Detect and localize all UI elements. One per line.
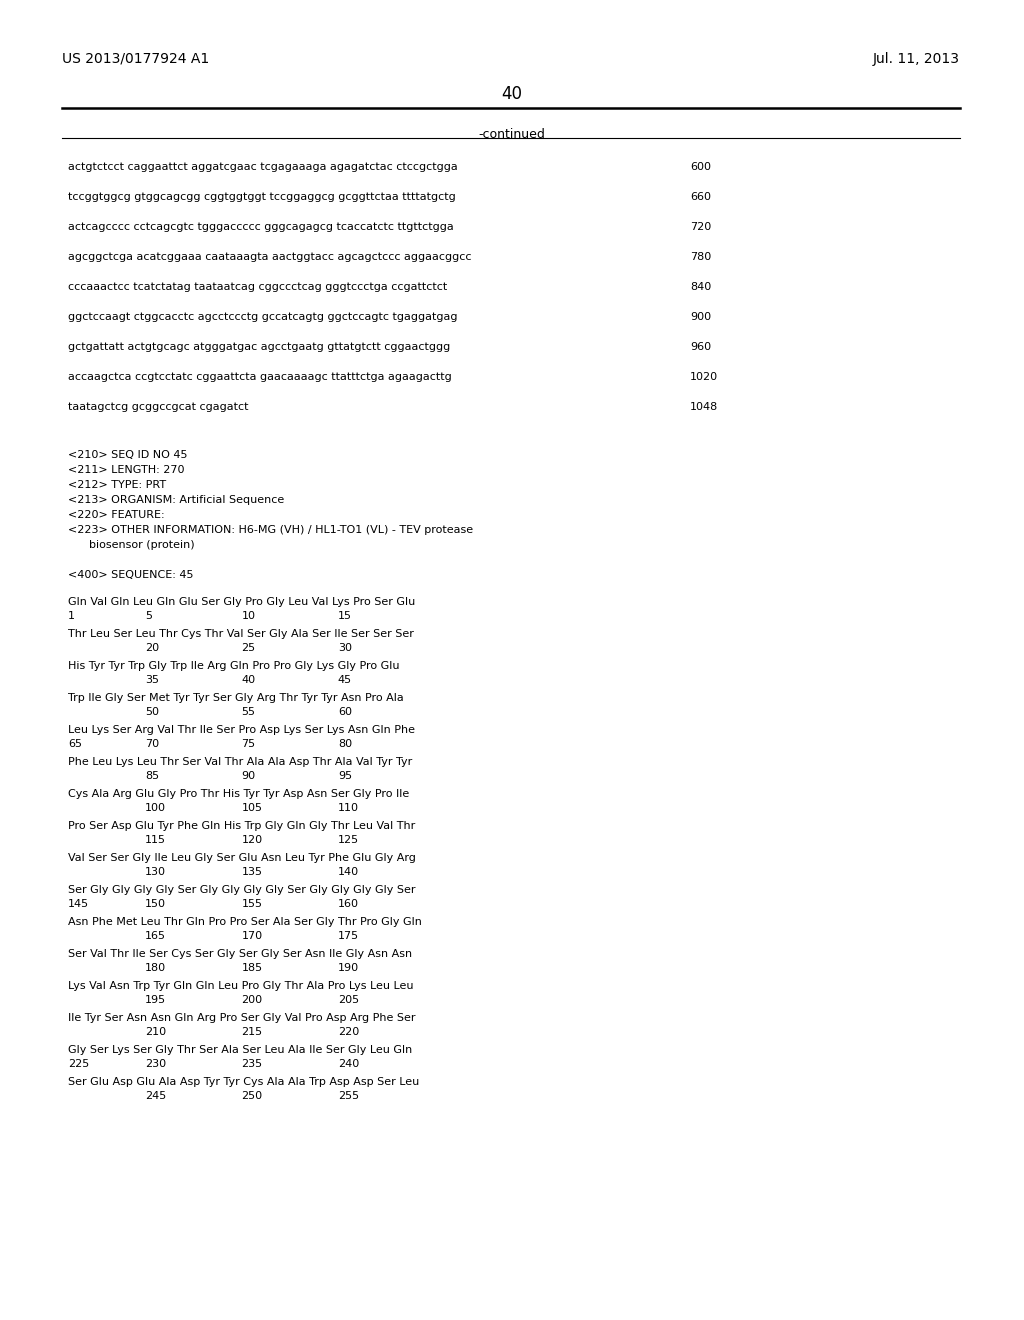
Text: 600: 600 [690, 162, 711, 172]
Text: 70: 70 [145, 739, 160, 748]
Text: <400> SEQUENCE: 45: <400> SEQUENCE: 45 [68, 570, 194, 579]
Text: accaagctca ccgtcctatc cggaattcta gaacaaaagc ttatttctga agaagacttg: accaagctca ccgtcctatc cggaattcta gaacaaa… [68, 372, 452, 381]
Text: <212> TYPE: PRT: <212> TYPE: PRT [68, 480, 166, 490]
Text: <211> LENGTH: 270: <211> LENGTH: 270 [68, 465, 184, 475]
Text: 190: 190 [338, 964, 359, 973]
Text: actgtctcct caggaattct aggatcgaac tcgagaaaga agagatctac ctccgctgga: actgtctcct caggaattct aggatcgaac tcgagaa… [68, 162, 458, 172]
Text: 215: 215 [242, 1027, 262, 1038]
Text: ggctccaagt ctggcacctc agcctccctg gccatcagtg ggctccagtc tgaggatgag: ggctccaagt ctggcacctc agcctccctg gccatca… [68, 312, 458, 322]
Text: 1: 1 [68, 611, 75, 620]
Text: actcagcccc cctcagcgtc tgggaccccc gggcagagcg tcaccatctc ttgttctgga: actcagcccc cctcagcgtc tgggaccccc gggcaga… [68, 222, 454, 232]
Text: Trp Ile Gly Ser Met Tyr Tyr Ser Gly Arg Thr Tyr Tyr Asn Pro Ala: Trp Ile Gly Ser Met Tyr Tyr Ser Gly Arg … [68, 693, 403, 704]
Text: 660: 660 [690, 191, 711, 202]
Text: 25: 25 [242, 643, 256, 653]
Text: 210: 210 [145, 1027, 166, 1038]
Text: 235: 235 [242, 1059, 262, 1069]
Text: 720: 720 [690, 222, 712, 232]
Text: Thr Leu Ser Leu Thr Cys Thr Val Ser Gly Ala Ser Ile Ser Ser Ser: Thr Leu Ser Leu Thr Cys Thr Val Ser Gly … [68, 630, 414, 639]
Text: <213> ORGANISM: Artificial Sequence: <213> ORGANISM: Artificial Sequence [68, 495, 285, 506]
Text: 115: 115 [145, 836, 166, 845]
Text: 1020: 1020 [690, 372, 718, 381]
Text: <210> SEQ ID NO 45: <210> SEQ ID NO 45 [68, 450, 187, 459]
Text: 145: 145 [68, 899, 89, 909]
Text: 140: 140 [338, 867, 359, 876]
Text: Leu Lys Ser Arg Val Thr Ile Ser Pro Asp Lys Ser Lys Asn Gln Phe: Leu Lys Ser Arg Val Thr Ile Ser Pro Asp … [68, 725, 415, 735]
Text: 85: 85 [145, 771, 160, 781]
Text: gctgattatt actgtgcagc atgggatgac agcctgaatg gttatgtctt cggaactggg: gctgattatt actgtgcagc atgggatgac agcctga… [68, 342, 451, 352]
Text: 50: 50 [145, 708, 159, 717]
Text: 75: 75 [242, 739, 256, 748]
Text: 45: 45 [338, 675, 352, 685]
Text: 220: 220 [338, 1027, 359, 1038]
Text: 250: 250 [242, 1092, 262, 1101]
Text: Ile Tyr Ser Asn Asn Gln Arg Pro Ser Gly Val Pro Asp Arg Phe Ser: Ile Tyr Ser Asn Asn Gln Arg Pro Ser Gly … [68, 1012, 416, 1023]
Text: 130: 130 [145, 867, 166, 876]
Text: 40: 40 [502, 84, 522, 103]
Text: 180: 180 [145, 964, 166, 973]
Text: Gly Ser Lys Ser Gly Thr Ser Ala Ser Leu Ala Ile Ser Gly Leu Gln: Gly Ser Lys Ser Gly Thr Ser Ala Ser Leu … [68, 1045, 413, 1055]
Text: tccggtggcg gtggcagcgg cggtggtggt tccggaggcg gcggttctaa ttttatgctg: tccggtggcg gtggcagcgg cggtggtggt tccggag… [68, 191, 456, 202]
Text: 240: 240 [338, 1059, 359, 1069]
Text: 1048: 1048 [690, 403, 718, 412]
Text: 100: 100 [145, 803, 166, 813]
Text: 150: 150 [145, 899, 166, 909]
Text: 10: 10 [242, 611, 256, 620]
Text: 160: 160 [338, 899, 359, 909]
Text: 840: 840 [690, 282, 712, 292]
Text: biosensor (protein): biosensor (protein) [68, 540, 195, 550]
Text: 225: 225 [68, 1059, 89, 1069]
Text: 195: 195 [145, 995, 166, 1005]
Text: 125: 125 [338, 836, 359, 845]
Text: 35: 35 [145, 675, 159, 685]
Text: 135: 135 [242, 867, 262, 876]
Text: 120: 120 [242, 836, 262, 845]
Text: 170: 170 [242, 931, 262, 941]
Text: 185: 185 [242, 964, 262, 973]
Text: 205: 205 [338, 995, 359, 1005]
Text: 155: 155 [242, 899, 262, 909]
Text: 5: 5 [145, 611, 153, 620]
Text: 255: 255 [338, 1092, 359, 1101]
Text: Gln Val Gln Leu Gln Glu Ser Gly Pro Gly Leu Val Lys Pro Ser Glu: Gln Val Gln Leu Gln Glu Ser Gly Pro Gly … [68, 597, 416, 607]
Text: 65: 65 [68, 739, 82, 748]
Text: Ser Val Thr Ile Ser Cys Ser Gly Ser Gly Ser Asn Ile Gly Asn Asn: Ser Val Thr Ile Ser Cys Ser Gly Ser Gly … [68, 949, 412, 960]
Text: Ser Glu Asp Glu Ala Asp Tyr Tyr Cys Ala Ala Trp Asp Asp Ser Leu: Ser Glu Asp Glu Ala Asp Tyr Tyr Cys Ala … [68, 1077, 419, 1086]
Text: Val Ser Ser Gly Ile Leu Gly Ser Glu Asn Leu Tyr Phe Glu Gly Arg: Val Ser Ser Gly Ile Leu Gly Ser Glu Asn … [68, 853, 416, 863]
Text: Pro Ser Asp Glu Tyr Phe Gln His Trp Gly Gln Gly Thr Leu Val Thr: Pro Ser Asp Glu Tyr Phe Gln His Trp Gly … [68, 821, 416, 832]
Text: 105: 105 [242, 803, 262, 813]
Text: 95: 95 [338, 771, 352, 781]
Text: agcggctcga acatcggaaa caataaagta aactggtacc agcagctccc aggaacggcc: agcggctcga acatcggaaa caataaagta aactggt… [68, 252, 471, 261]
Text: US 2013/0177924 A1: US 2013/0177924 A1 [62, 51, 209, 66]
Text: 900: 900 [690, 312, 711, 322]
Text: Lys Val Asn Trp Tyr Gln Gln Leu Pro Gly Thr Ala Pro Lys Leu Leu: Lys Val Asn Trp Tyr Gln Gln Leu Pro Gly … [68, 981, 414, 991]
Text: 230: 230 [145, 1059, 166, 1069]
Text: 780: 780 [690, 252, 712, 261]
Text: 55: 55 [242, 708, 256, 717]
Text: Jul. 11, 2013: Jul. 11, 2013 [873, 51, 961, 66]
Text: 110: 110 [338, 803, 359, 813]
Text: taatagctcg gcggccgcat cgagatct: taatagctcg gcggccgcat cgagatct [68, 403, 249, 412]
Text: 20: 20 [145, 643, 160, 653]
Text: <223> OTHER INFORMATION: H6-MG (VH) / HL1-TO1 (VL) - TEV protease: <223> OTHER INFORMATION: H6-MG (VH) / HL… [68, 525, 473, 535]
Text: cccaaactcc tcatctatag taataatcag cggccctcag gggtccctga ccgattctct: cccaaactcc tcatctatag taataatcag cggccct… [68, 282, 447, 292]
Text: 90: 90 [242, 771, 256, 781]
Text: 175: 175 [338, 931, 359, 941]
Text: 80: 80 [338, 739, 352, 748]
Text: Asn Phe Met Leu Thr Gln Pro Pro Ser Ala Ser Gly Thr Pro Gly Gln: Asn Phe Met Leu Thr Gln Pro Pro Ser Ala … [68, 917, 422, 927]
Text: Cys Ala Arg Glu Gly Pro Thr His Tyr Tyr Asp Asn Ser Gly Pro Ile: Cys Ala Arg Glu Gly Pro Thr His Tyr Tyr … [68, 789, 410, 799]
Text: 40: 40 [242, 675, 256, 685]
Text: 960: 960 [690, 342, 711, 352]
Text: Phe Leu Lys Leu Thr Ser Val Thr Ala Ala Asp Thr Ala Val Tyr Tyr: Phe Leu Lys Leu Thr Ser Val Thr Ala Ala … [68, 756, 413, 767]
Text: 30: 30 [338, 643, 352, 653]
Text: 15: 15 [338, 611, 352, 620]
Text: 245: 245 [145, 1092, 166, 1101]
Text: Ser Gly Gly Gly Gly Ser Gly Gly Gly Gly Ser Gly Gly Gly Gly Ser: Ser Gly Gly Gly Gly Ser Gly Gly Gly Gly … [68, 884, 416, 895]
Text: His Tyr Tyr Trp Gly Trp Ile Arg Gln Pro Pro Gly Lys Gly Pro Glu: His Tyr Tyr Trp Gly Trp Ile Arg Gln Pro … [68, 661, 399, 671]
Text: 200: 200 [242, 995, 262, 1005]
Text: 165: 165 [145, 931, 166, 941]
Text: 60: 60 [338, 708, 352, 717]
Text: -continued: -continued [478, 128, 546, 141]
Text: <220> FEATURE:: <220> FEATURE: [68, 510, 165, 520]
